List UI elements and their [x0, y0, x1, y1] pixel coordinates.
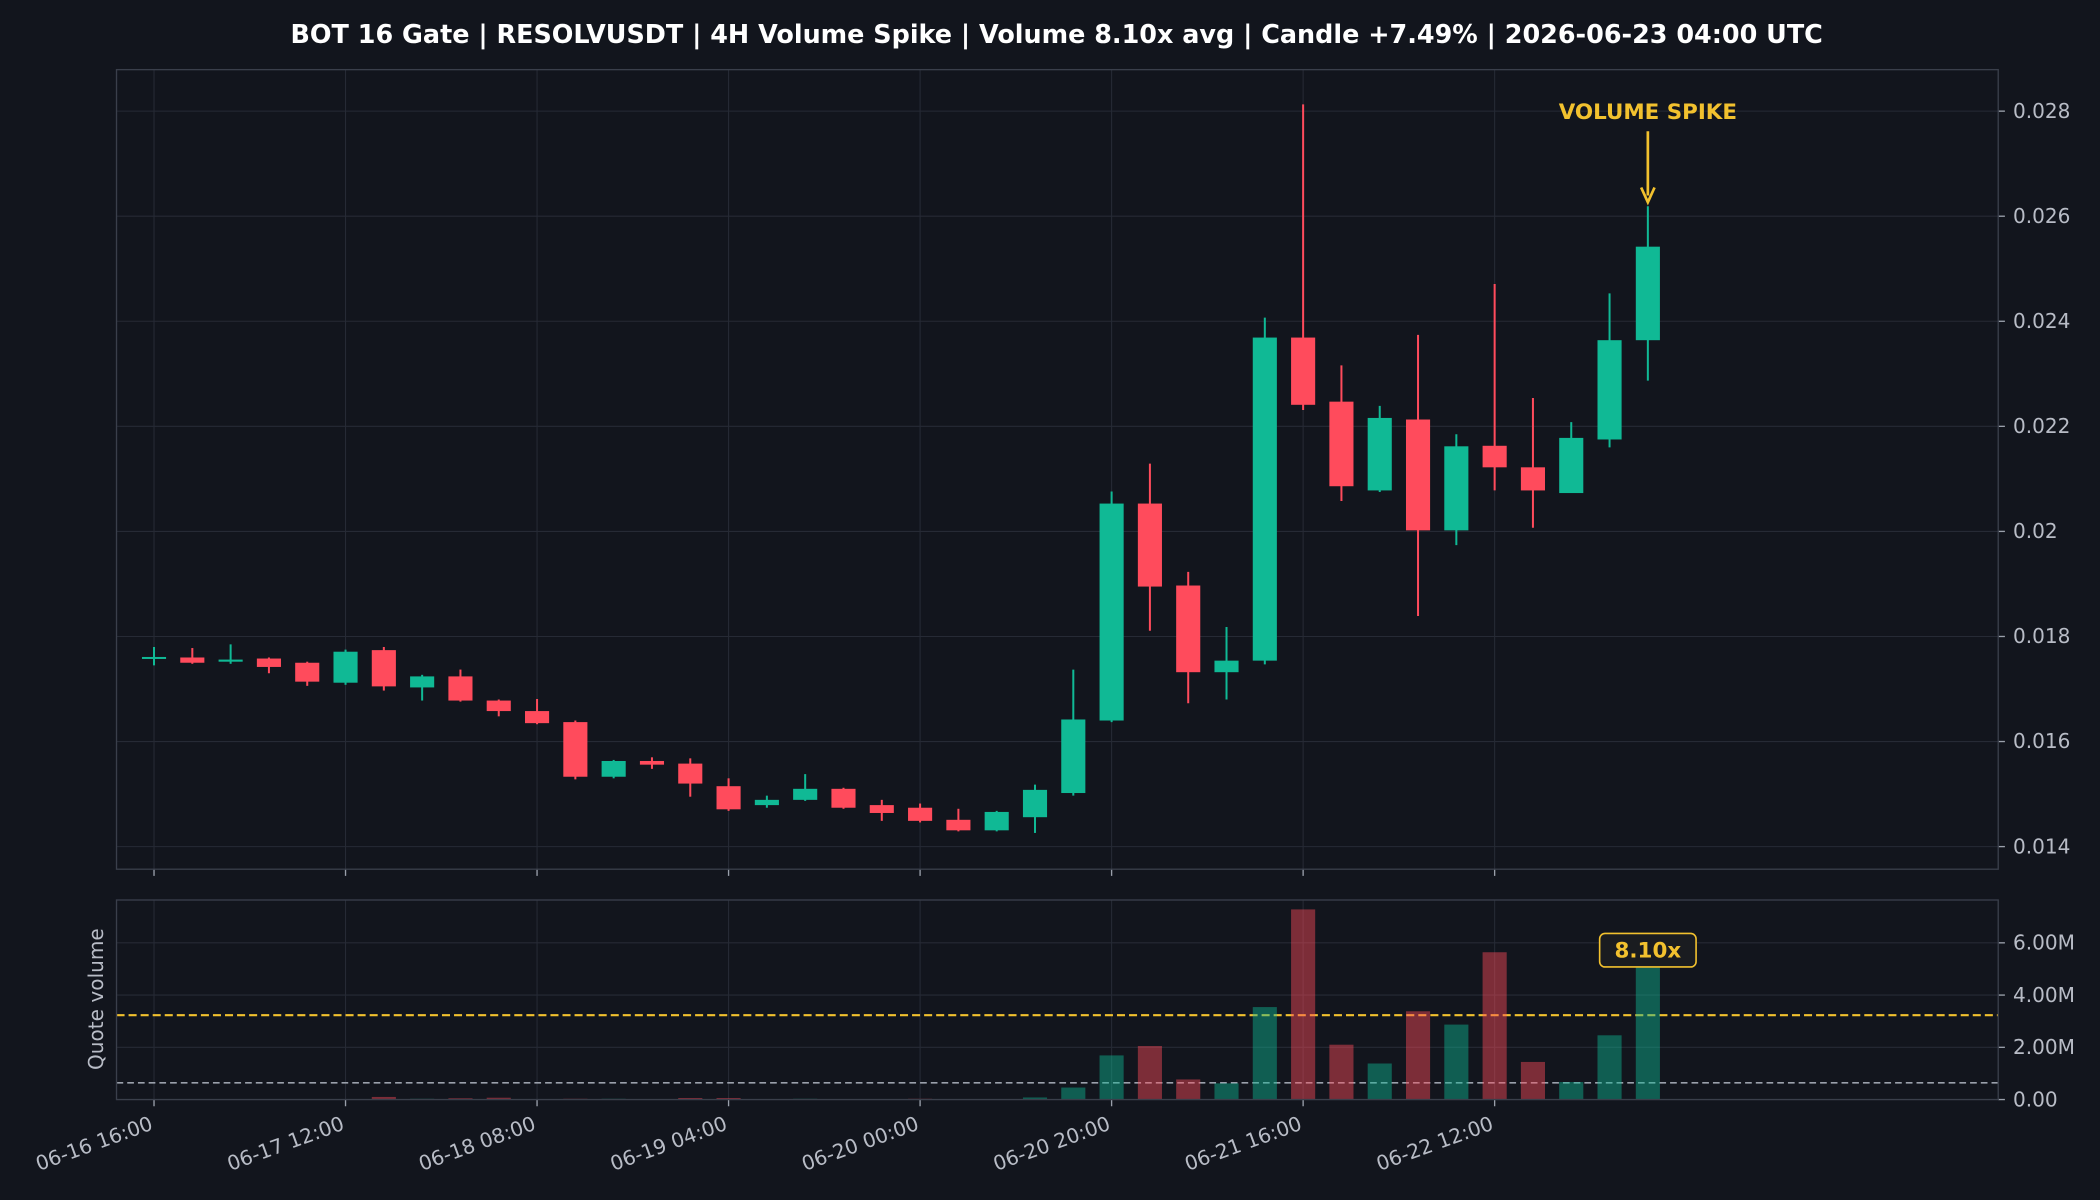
spike-label: 8.10x	[1615, 939, 1682, 964]
candle-body	[601, 760, 626, 777]
volume-bar	[1252, 1007, 1277, 1100]
candle-body	[256, 658, 281, 667]
candle-body	[678, 763, 703, 784]
candle-body	[486, 700, 511, 712]
candle-body	[295, 662, 320, 682]
y-tick-label: 0.018	[2013, 624, 2070, 648]
volume-bar	[1214, 1083, 1239, 1100]
candle-body	[754, 799, 779, 806]
candle-body	[946, 819, 971, 831]
candle-body	[448, 676, 473, 701]
y-tick-label: 0.028	[2013, 99, 2070, 123]
candle-body	[1635, 246, 1660, 341]
y-tick-label: 4.00M	[2013, 983, 2075, 1007]
volume-bar	[716, 1097, 741, 1100]
candle-body	[869, 805, 894, 813]
volume-bar	[1022, 1097, 1048, 1100]
volume-bar	[1176, 1079, 1201, 1100]
volume-bar	[1291, 909, 1316, 1100]
candle-body	[1176, 585, 1201, 673]
candle-body	[218, 659, 243, 662]
candle-body	[410, 676, 435, 688]
y-tick-label: 0.02	[2013, 519, 2058, 543]
candle-body	[1329, 401, 1354, 487]
candle-body	[984, 811, 1009, 831]
volume-bar	[1444, 1024, 1469, 1100]
candle-body	[1405, 419, 1431, 531]
volume-bar	[486, 1097, 511, 1100]
volume-bar	[678, 1097, 703, 1100]
spike-annotation: VOLUME SPIKE	[1559, 100, 1737, 125]
volume-bar	[371, 1096, 396, 1100]
candle-body	[1444, 446, 1469, 531]
candle-body	[180, 657, 205, 663]
candle-body	[333, 651, 358, 683]
candle-body	[1022, 789, 1048, 818]
spike-label-box	[1598, 932, 1697, 968]
y-tick-label: 0.022	[2013, 414, 2070, 438]
candle-body	[1482, 445, 1507, 468]
candle-body	[1061, 719, 1086, 794]
candle-body	[831, 788, 856, 808]
y-tick-label: 0.026	[2013, 204, 2070, 228]
candle-body	[525, 711, 550, 724]
volume-bar	[1559, 1082, 1584, 1100]
y-tick-label: 0.00	[2013, 1087, 2058, 1111]
volume-bar	[1405, 1011, 1431, 1100]
candle-body	[1597, 340, 1622, 440]
price-frame	[115, 68, 1999, 870]
candle-body	[1367, 417, 1392, 491]
candle-body	[1291, 337, 1316, 405]
candle-body	[371, 650, 396, 687]
spike-arrowhead	[1639, 186, 1656, 206]
candle-body	[639, 760, 665, 765]
y-tick-label: 0.016	[2013, 729, 2070, 753]
y-tick-label: 6.00M	[2013, 931, 2075, 955]
candle-body	[908, 807, 933, 821]
candle-body	[1559, 437, 1584, 494]
volume-axis-label: Quote volume	[84, 928, 108, 1070]
candle-body	[793, 788, 818, 800]
volume-bar	[1099, 1055, 1124, 1100]
y-tick-label: 0.024	[2013, 309, 2070, 333]
candle-body	[563, 722, 588, 777]
volume-bar	[1061, 1087, 1086, 1100]
y-tick-label: 0.014	[2013, 834, 2070, 858]
candle-body	[1099, 503, 1124, 721]
candle-body	[716, 786, 741, 810]
candle-body	[141, 656, 167, 659]
volume-bar	[1367, 1063, 1392, 1100]
volume-frame	[115, 899, 1999, 1101]
volume-bar	[1329, 1044, 1354, 1100]
volume-bar	[1597, 1035, 1622, 1100]
volume-bar	[1635, 964, 1660, 1100]
y-tick-label: 2.00M	[2013, 1035, 2075, 1059]
chart-title: BOT 16 Gate | RESOLVUSDT | 4H Volume Spi…	[291, 19, 1823, 49]
volume-bar	[1482, 952, 1507, 1100]
candle-body	[1252, 337, 1277, 661]
volume-bar	[1137, 1046, 1162, 1100]
volume-bar	[1520, 1061, 1545, 1100]
candle-body	[1137, 503, 1162, 587]
candle-body	[1520, 467, 1545, 491]
candle-body	[1214, 660, 1239, 673]
